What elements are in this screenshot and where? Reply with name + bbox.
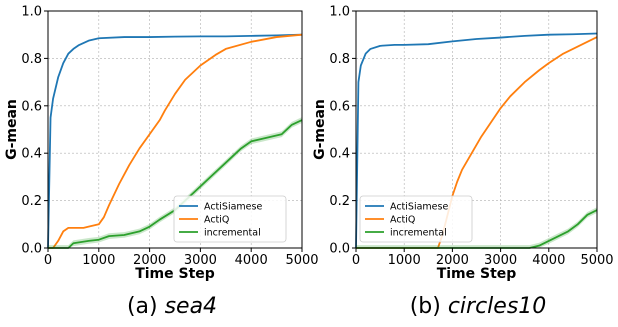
y-axis-label: G-mean xyxy=(4,99,20,160)
y-axis-label: G-mean xyxy=(312,99,328,160)
x-tick-label: 1000 xyxy=(82,253,115,268)
y-tick-label: 0.0 xyxy=(21,242,42,257)
y-tick-label: 0.0 xyxy=(329,242,350,257)
legend-label: ActiQ xyxy=(204,215,229,226)
x-tick-label: 0 xyxy=(352,253,360,268)
y-tick-label: 0.6 xyxy=(21,99,42,114)
caption-prefix: (b) xyxy=(410,294,448,319)
panel-caption: (a) sea4 xyxy=(127,294,217,319)
y-tick-label: 1.0 xyxy=(21,5,42,20)
legend-label: incremental xyxy=(204,228,261,239)
x-tick-label: 0 xyxy=(44,253,52,268)
x-tick-label: 3000 xyxy=(484,253,517,268)
y-tick-label: 0.8 xyxy=(21,52,42,67)
series-line-actiq xyxy=(48,33,303,249)
x-axis-label: Time Step xyxy=(437,266,517,282)
y-tick-label: 0.2 xyxy=(21,194,42,209)
axes-frame xyxy=(355,10,598,249)
x-tick-label: 2000 xyxy=(436,253,469,268)
y-tick-label: 0.4 xyxy=(21,147,42,162)
series-line-incremental xyxy=(356,209,598,249)
legend-label: ActiSiamese xyxy=(390,202,448,213)
legend-label: ActiSiamese xyxy=(204,202,262,213)
y-tick-label: 0.6 xyxy=(329,99,350,114)
x-tick-label: 4000 xyxy=(235,253,268,268)
y-tick-label: 1.0 xyxy=(329,5,350,20)
x-tick-label: 3000 xyxy=(184,253,217,268)
legend-label: incremental xyxy=(390,228,447,239)
series-line-actisiamese xyxy=(355,32,598,249)
series-line-actisiamese xyxy=(47,33,303,249)
chart-panel-0: 0 1000 2000 3000 4000 5000 0.0 0.2 0.4 0.6 0.8 1.0 T… xyxy=(4,5,319,320)
legend: ActiSiamese ActiQ incremental xyxy=(173,195,287,243)
y-tick-label: 0.2 xyxy=(329,194,350,209)
legend-label: ActiQ xyxy=(390,215,415,226)
legend: ActiSiamese ActiQ incremental xyxy=(359,195,473,243)
caption-prefix: (a) xyxy=(127,294,165,319)
y-tick-label: 0.8 xyxy=(329,52,350,67)
x-tick-label: 5000 xyxy=(285,253,318,268)
x-tick-label: 2000 xyxy=(133,253,166,268)
axes-frame xyxy=(47,10,303,249)
y-tick-label: 0.4 xyxy=(329,147,350,162)
legend-box xyxy=(359,195,473,243)
caption-dataset-name: sea4 xyxy=(165,294,217,319)
chart-panel-1: 0 1000 2000 3000 4000 5000 0.0 0.2 0.4 0.6 0.8 1.0 T… xyxy=(312,5,614,320)
x-axis-label: Time Step xyxy=(135,266,215,282)
caption-dataset-name: circles10 xyxy=(448,294,546,319)
x-tick-label: 1000 xyxy=(388,253,421,268)
legend-box xyxy=(173,195,287,243)
panel-caption: (b) circles10 xyxy=(410,294,547,319)
x-tick-label: 4000 xyxy=(532,253,565,268)
x-tick-label: 5000 xyxy=(580,253,613,268)
